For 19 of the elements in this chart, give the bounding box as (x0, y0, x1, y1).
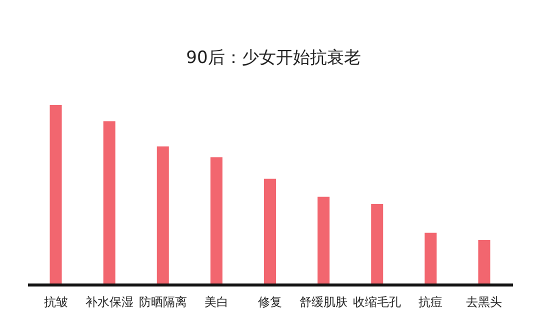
bar (210, 157, 222, 285)
x-tick-label: 舒缓肌肤 (300, 295, 348, 309)
bar (103, 121, 116, 285)
bar (264, 178, 276, 285)
x-tick-label: 收缩毛孔 (353, 295, 402, 309)
bar (371, 204, 384, 285)
x-tick-label: 抗痘 (418, 295, 443, 309)
x-tick-label: 防晒隔离 (138, 295, 187, 309)
chart-title: 90后：少女开始抗衰老 (186, 48, 361, 68)
x-tick-label: 修复 (258, 295, 282, 309)
bar (478, 240, 490, 285)
bar (156, 146, 169, 285)
x-tick-label: 补水保湿 (85, 295, 134, 309)
x-tick-label: 去黑头 (466, 295, 502, 309)
bar (424, 232, 437, 285)
x-tick-label: 抗皱 (44, 295, 68, 309)
bar (50, 105, 62, 285)
x-tick-label: 美白 (204, 295, 228, 309)
bar (318, 196, 330, 285)
